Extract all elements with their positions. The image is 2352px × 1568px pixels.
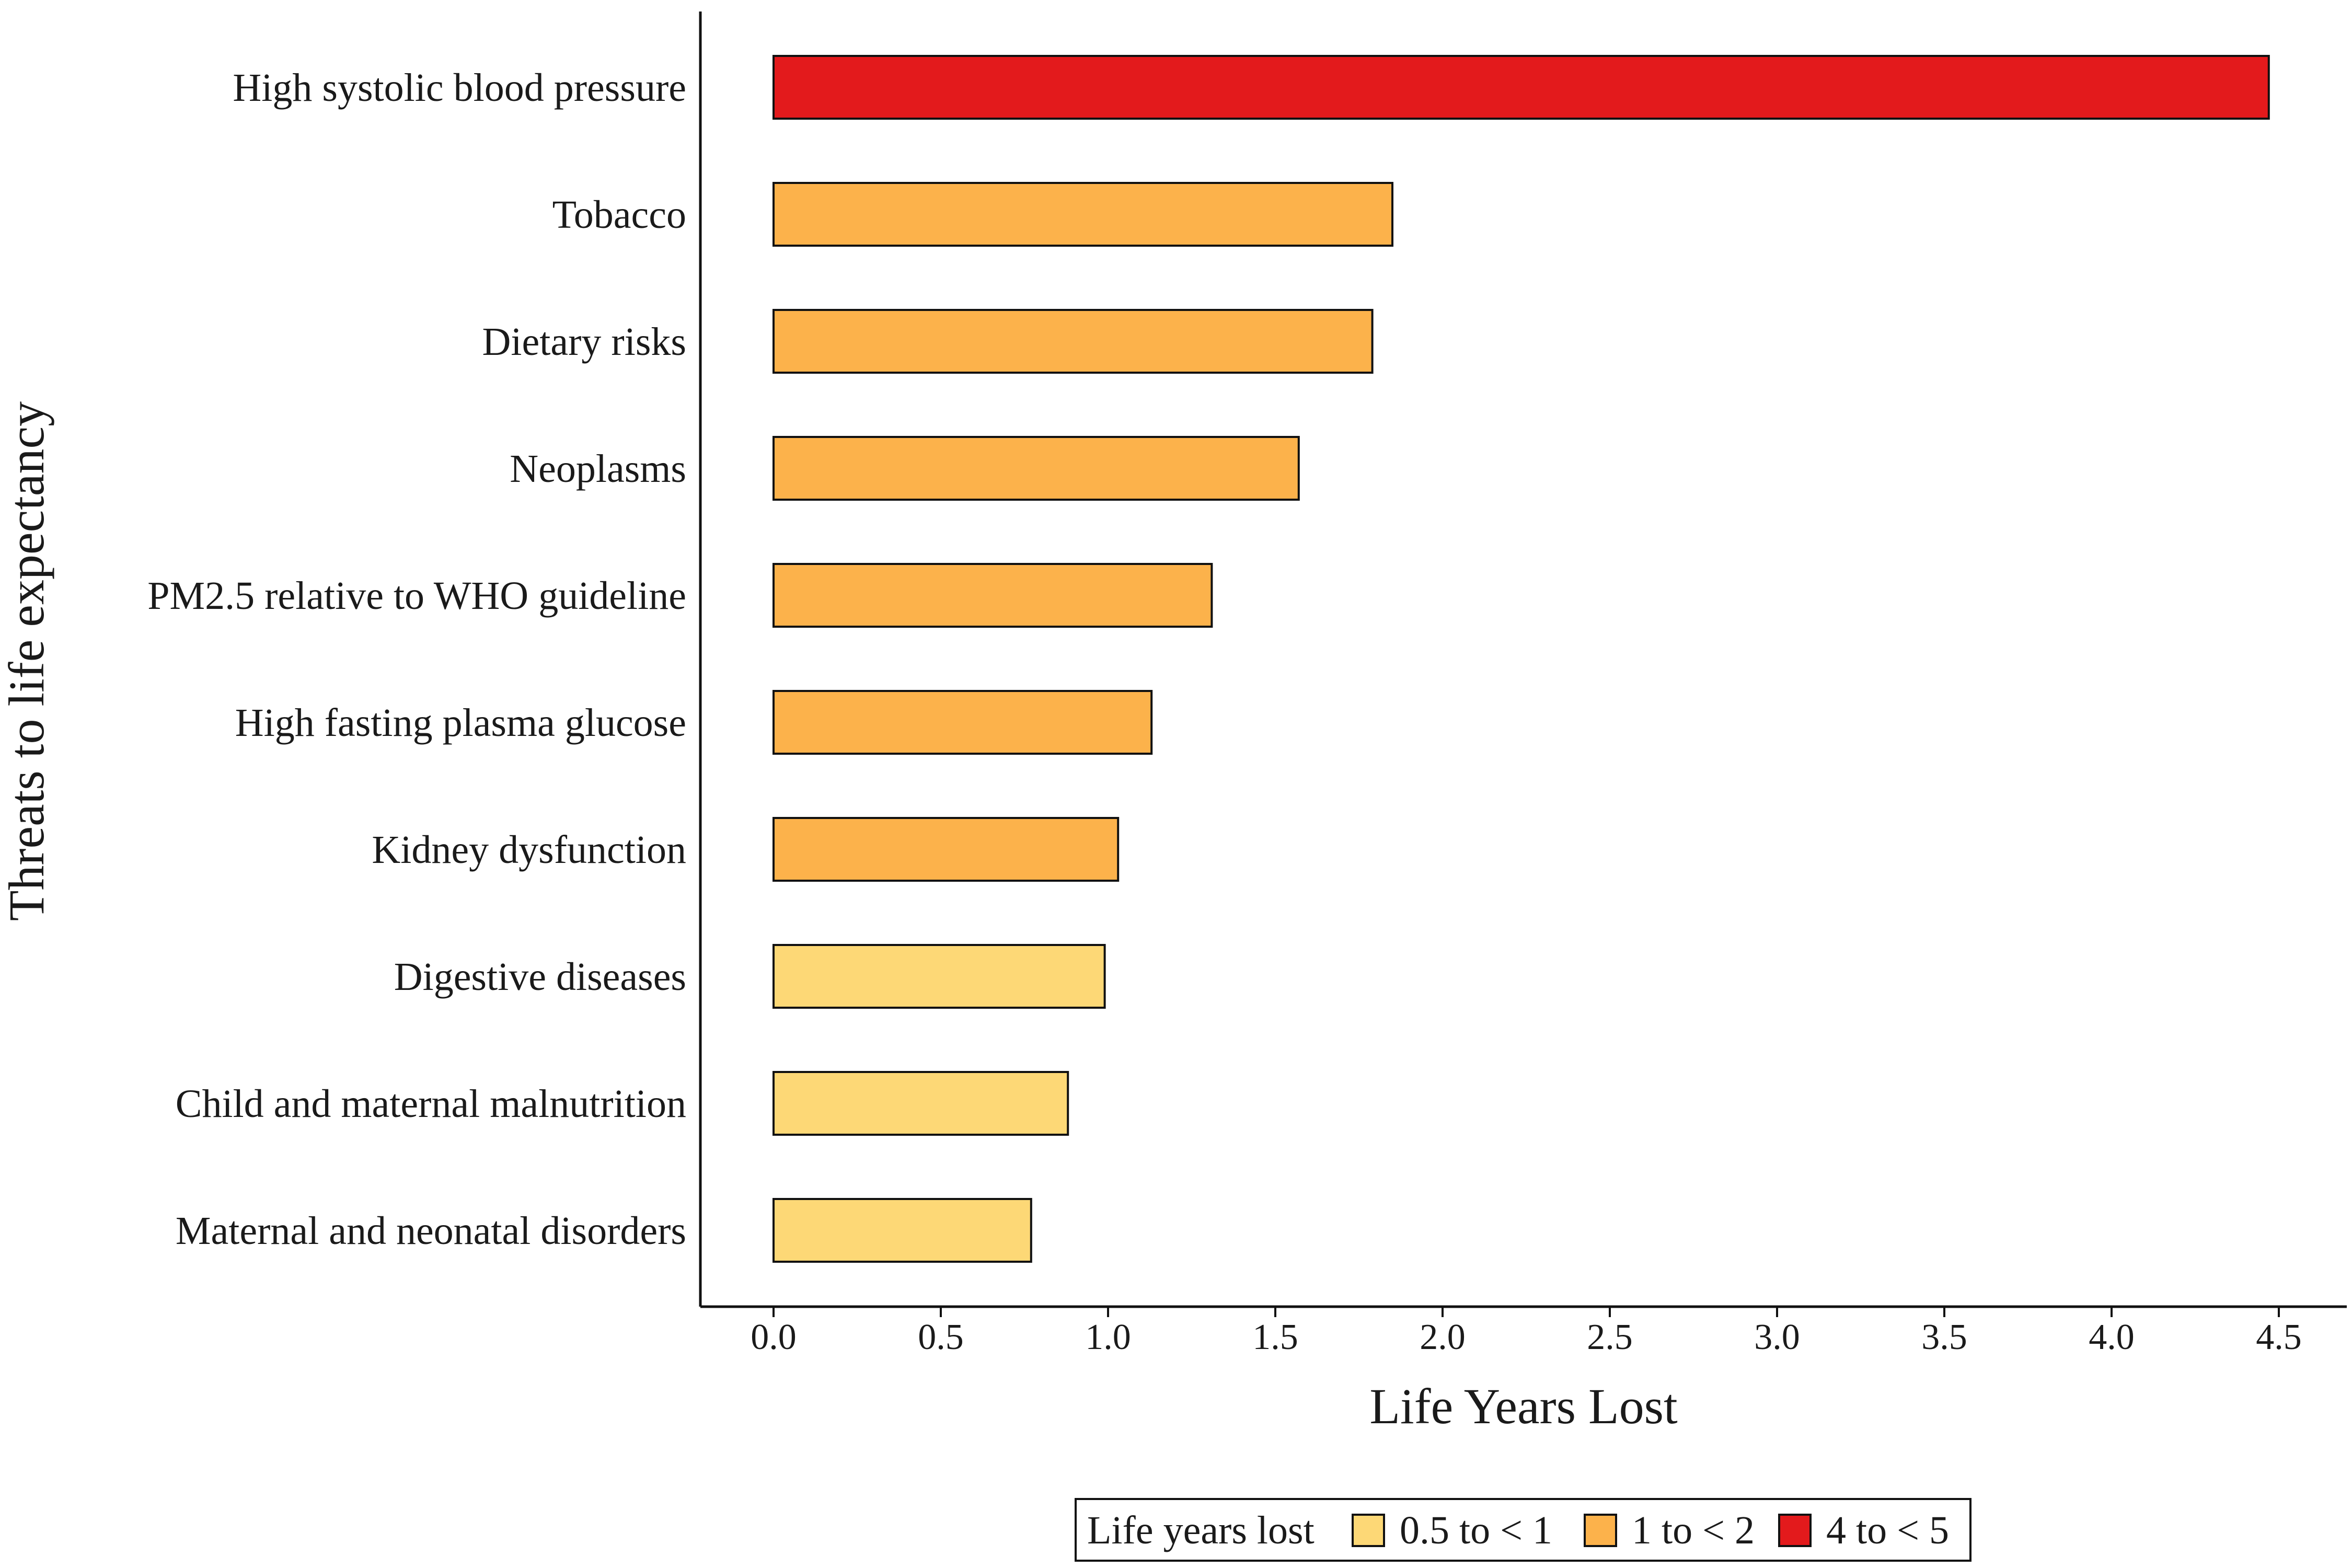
y-axis-title: Threats to life expectancy <box>0 401 54 921</box>
category-label: High fasting plasma glucose <box>235 701 686 745</box>
legend-label: 1 to < 2 <box>1632 1508 1755 1552</box>
bar <box>773 436 1300 501</box>
bar <box>773 944 1106 1009</box>
legend-key <box>1352 1514 1385 1547</box>
category-label: PM2.5 relative to WHO guideline <box>147 574 686 618</box>
category-label: Tobacco <box>552 193 686 237</box>
x-tick-label: 2.5 <box>1587 1317 1633 1357</box>
legend-items: 0.5 to < 1 1 to < 2 4 to < 5 <box>1352 1508 1949 1552</box>
legend-key <box>1778 1514 1812 1547</box>
x-tick-label: 4.0 <box>2089 1317 2135 1357</box>
bar <box>773 55 2270 120</box>
x-axis-ticks: 0.0 0.5 1.0 1.5 2.0 2.5 3.0 3.5 4.0 4.5 <box>751 1307 2302 1357</box>
category-label: Neoplasms <box>510 447 686 491</box>
bar <box>773 1198 1032 1263</box>
x-tick-label: 1.5 <box>1252 1317 1298 1357</box>
legend-label: 4 to < 5 <box>1826 1508 1949 1552</box>
x-tick-label: 4.5 <box>2256 1317 2302 1357</box>
category-label: Child and maternal malnutrition <box>176 1082 686 1126</box>
category-label: Digestive diseases <box>394 955 686 999</box>
bar <box>773 182 1393 247</box>
category-labels: High systolic blood pressure Tobacco Dieta… <box>147 66 686 1253</box>
legend-label: 0.5 to < 1 <box>1400 1508 1552 1552</box>
bar <box>773 1071 1069 1136</box>
x-tick-label: 3.0 <box>1754 1317 1800 1357</box>
bar <box>773 309 1374 374</box>
category-label: High systolic blood pressure <box>233 66 686 110</box>
x-tick-label: 3.5 <box>1921 1317 1967 1357</box>
legend-title: Life years lost <box>1087 1508 1315 1552</box>
category-label: Maternal and neonatal disorders <box>176 1209 686 1253</box>
legend-frame <box>1075 1498 1971 1562</box>
x-tick-label: 0.0 <box>751 1317 797 1357</box>
legend: Life years lost 0.5 to < 1 1 to < 2 4 to <… <box>1075 1498 1971 1562</box>
x-tick-label: 1.0 <box>1085 1317 1131 1357</box>
x-tick-label: 0.5 <box>918 1317 964 1357</box>
bar <box>773 563 1213 628</box>
x-axis-title: Life Years Lost <box>1369 1378 1678 1434</box>
legend-key <box>1584 1514 1617 1547</box>
bars-group <box>773 55 2270 1263</box>
x-tick-label: 2.0 <box>1420 1317 1466 1357</box>
category-label: Dietary risks <box>482 320 686 364</box>
bar <box>773 690 1153 755</box>
category-label: Kidney dysfunction <box>372 828 686 872</box>
bar <box>773 817 1120 882</box>
